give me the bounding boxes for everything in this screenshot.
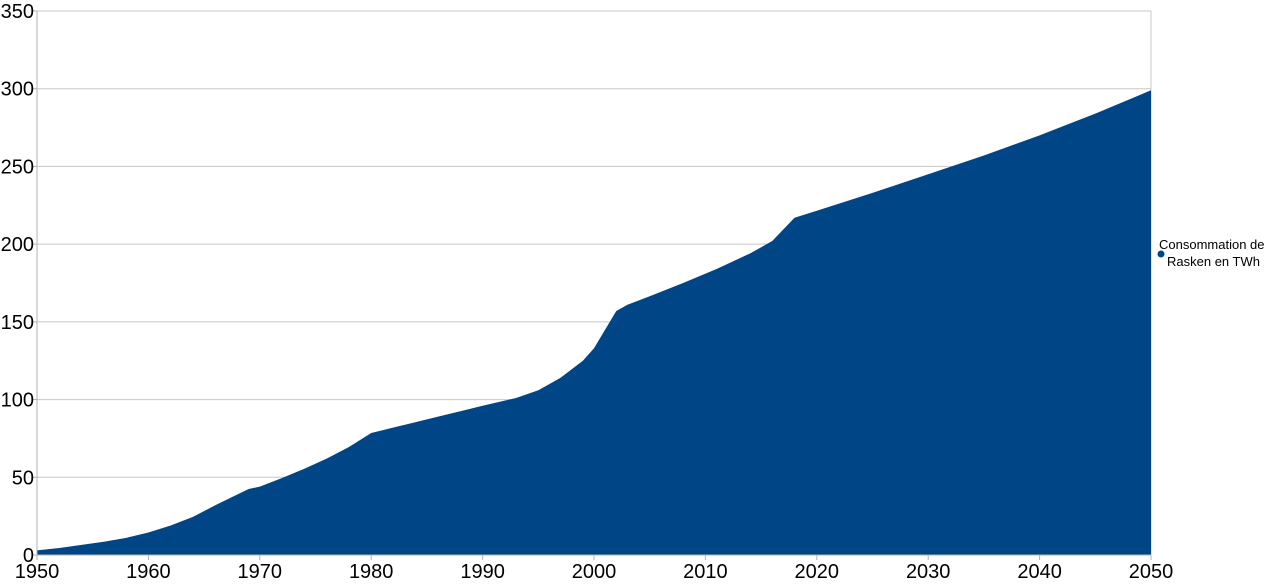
y-tick-label: 0 — [23, 545, 34, 567]
y-tick-label: 300 — [1, 79, 34, 101]
x-tick-label: 2000 — [572, 561, 617, 583]
y-tick-label: 50 — [12, 467, 34, 489]
x-tick-label: 2030 — [906, 561, 951, 583]
legend-label-line-1: Consommation de — [1159, 237, 1265, 252]
x-tick-label: 2050 — [1129, 561, 1174, 583]
legend: Consommation de Rasken en TWh — [1157, 237, 1265, 269]
x-tick-label: 1990 — [460, 561, 505, 583]
area-series — [37, 90, 1151, 556]
x-tick-label: 1960 — [126, 561, 171, 583]
x-tick-label: 2020 — [795, 561, 840, 583]
x-tick-label: 2010 — [683, 561, 728, 583]
x-tick-label: 2040 — [1017, 561, 1062, 583]
y-tick-label: 250 — [1, 156, 34, 178]
gridlines — [37, 10, 1152, 555]
y-tick-label: 350 — [1, 1, 34, 23]
x-tick-label: 1950 — [15, 561, 60, 583]
y-tick-label: 100 — [1, 390, 34, 412]
area-series-fill — [37, 90, 1151, 556]
legend-marker — [1157, 250, 1165, 258]
x-tick-label: 1980 — [349, 561, 394, 583]
axes: 0 50 100 150 200 250 300 350 1950 1960 1970 1980 199… — [1, 1, 1174, 583]
y-tick-label: 200 — [1, 234, 34, 256]
legend-label-line-2: Rasken en TWh — [1167, 254, 1260, 269]
y-tick-label: 150 — [1, 312, 34, 334]
x-tick-label: 1970 — [238, 561, 283, 583]
